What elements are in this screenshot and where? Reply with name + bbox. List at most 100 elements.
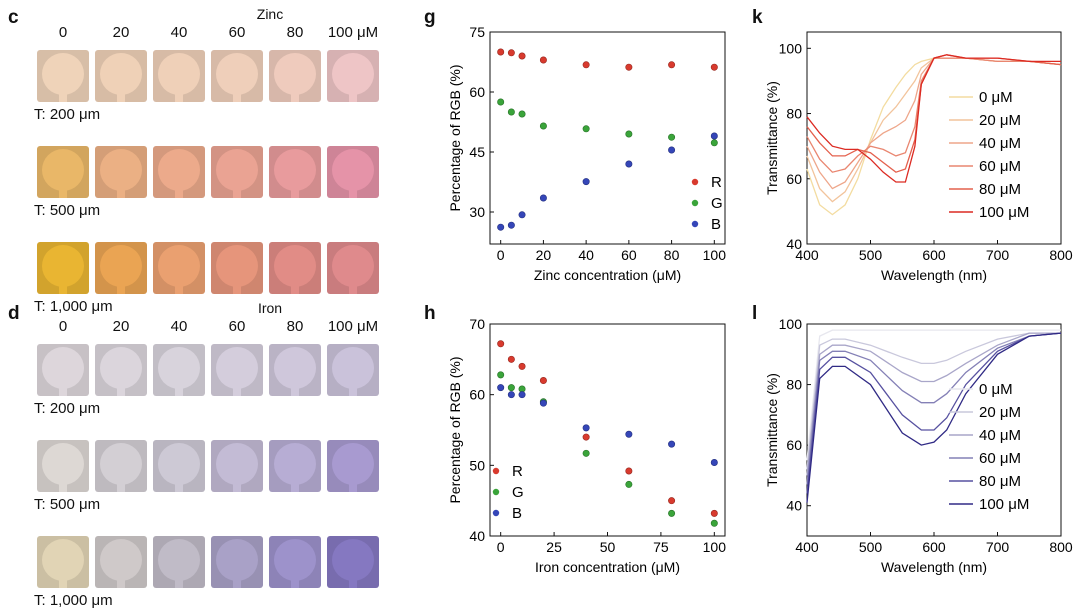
- zinc-thickness-label: T: 500 μm: [34, 202, 101, 219]
- iron-sample-disc: [100, 539, 142, 581]
- data-point-r: [710, 509, 718, 517]
- plot-frame: [489, 31, 726, 245]
- legend-marker-r: [492, 467, 500, 475]
- iron-sample-swatch: [37, 536, 89, 588]
- legend-label-r: R: [711, 174, 722, 191]
- zinc-sample-swatch: [153, 146, 205, 198]
- data-point-g: [710, 519, 718, 527]
- iron-sample-swatch: [269, 536, 321, 588]
- iron-sample-disc: [274, 347, 316, 389]
- zinc-sample-swatch: [211, 146, 263, 198]
- iron-sample-disc: [158, 443, 200, 485]
- y-tick-label: 45: [469, 144, 485, 160]
- y-tick-label: 80: [786, 106, 802, 122]
- x-tick-label: 700: [986, 247, 1010, 263]
- data-point-g: [539, 122, 547, 130]
- y-axis-label: Percentage of RGB (%): [447, 64, 463, 211]
- x-tick-label: 80: [664, 247, 680, 263]
- chart-h-iron-rgb: 0 25 50 75 100 40 50 60 70 Iron concentration (μM…: [447, 316, 726, 575]
- zinc-sample-stem: [349, 90, 357, 102]
- zinc-sample-stem: [349, 282, 357, 294]
- zinc-sample-disc: [100, 53, 142, 95]
- data-point-b: [507, 391, 515, 399]
- iron-thickness-label: T: 500 μm: [34, 496, 101, 513]
- zinc-sample-stem: [233, 186, 241, 198]
- zinc-sample-stem: [233, 90, 241, 102]
- y-tick-label: 60: [786, 171, 802, 187]
- zinc-sample-stem: [59, 186, 67, 198]
- iron-sample-swatch: [37, 440, 89, 492]
- legend-label-g: G: [512, 484, 524, 501]
- data-point-b: [507, 221, 515, 229]
- iron-sample-disc: [216, 539, 258, 581]
- zinc-sample-disc: [332, 245, 374, 287]
- y-tick-label: 60: [469, 387, 485, 403]
- legend-label-b: B: [512, 505, 522, 522]
- data-point-g: [518, 110, 526, 118]
- zinc-sample-disc: [216, 149, 258, 191]
- x-tick-label: 400: [795, 247, 819, 263]
- zinc-sample-stem: [175, 186, 183, 198]
- legend-label: 80 μM: [979, 473, 1021, 490]
- iron-sample-swatch: [37, 344, 89, 396]
- x-tick-label: 60: [621, 247, 637, 263]
- zinc-sample-stem: [233, 282, 241, 294]
- x-tick-label: 100: [703, 247, 727, 263]
- zinc-sample-swatch: [37, 146, 89, 198]
- zinc-sample-swatch: [269, 50, 321, 102]
- y-tick-label: 40: [469, 528, 485, 544]
- data-point-b: [625, 430, 633, 438]
- zinc-sample-swatch: [327, 146, 379, 198]
- zinc-sample-stem: [291, 90, 299, 102]
- zinc-sample-stem: [117, 186, 125, 198]
- y-tick-label: 100: [779, 40, 803, 56]
- zinc-sample-swatch: [211, 50, 263, 102]
- zinc-sample-swatch: [37, 50, 89, 102]
- panel-letter-d: d: [8, 303, 20, 324]
- zinc-sample-stem: [349, 186, 357, 198]
- zinc-sample-swatch: [327, 242, 379, 294]
- iron-sample-stem: [291, 480, 299, 492]
- chart-k-zinc-transmittance: 400 500 600 700 800 40 60 80 100 Wavelength (nm) T…: [764, 31, 1073, 283]
- iron-concentration-label: 20: [112, 318, 130, 335]
- data-point-g: [625, 130, 633, 138]
- zinc-sample-swatch: [95, 242, 147, 294]
- iron-sample-disc: [158, 347, 200, 389]
- zinc-sample-disc: [100, 245, 142, 287]
- legend-marker-g: [691, 199, 699, 207]
- y-tick-label: 60: [469, 84, 485, 100]
- zinc-sample-stem: [175, 282, 183, 294]
- iron-sample-swatch: [269, 440, 321, 492]
- data-point-g: [625, 480, 633, 488]
- iron-sample-swatch: [153, 344, 205, 396]
- zinc-sample-disc: [158, 149, 200, 191]
- iron-sample-stem: [59, 384, 67, 396]
- iron-concentration-label: 0: [58, 318, 68, 335]
- iron-sample-swatch: [153, 440, 205, 492]
- legend-label: 20 μM: [979, 112, 1021, 129]
- y-tick-label: 80: [786, 377, 802, 393]
- figure: c d g h k l Zinc 0 20 40 60 80 100 μM T: 200 μm…: [8, 6, 1073, 609]
- y-tick-label: 70: [469, 316, 485, 332]
- iron-sample-stem: [59, 480, 67, 492]
- x-tick-label: 800: [1049, 539, 1073, 555]
- legend-label: 0 μM: [979, 381, 1013, 398]
- iron-title: Iron: [257, 300, 283, 316]
- data-point-g: [507, 108, 515, 116]
- iron-thickness-label: T: 1,000 μm: [34, 592, 113, 609]
- panel-letter-g: g: [424, 7, 436, 28]
- data-point-r: [710, 63, 718, 71]
- legend-label: 40 μM: [979, 135, 1021, 152]
- y-tick-label: 30: [469, 204, 485, 220]
- data-point-b: [625, 160, 633, 168]
- iron-sample-swatch: [95, 440, 147, 492]
- x-axis-label: Zinc concentration (μM): [534, 267, 681, 283]
- zinc-thickness-label: T: 1,000 μm: [34, 298, 113, 315]
- series-line: [806, 54, 1062, 173]
- x-tick-label: 0: [497, 247, 505, 263]
- iron-sample-swatch: [211, 440, 263, 492]
- zinc-concentration-label: 60: [228, 24, 246, 41]
- iron-sample-stem: [291, 384, 299, 396]
- legend-marker-r: [691, 178, 699, 186]
- series-line: [806, 57, 1062, 203]
